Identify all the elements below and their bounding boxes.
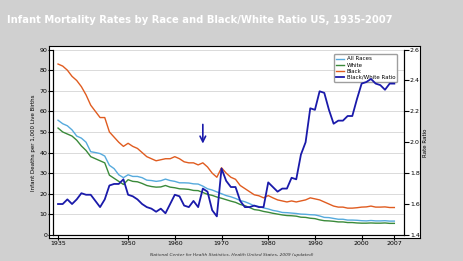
White	[391, 222, 396, 225]
White	[167, 186, 173, 189]
All Races	[335, 218, 340, 221]
Y-axis label: Infant Deaths per 1,000 Live Births: Infant Deaths per 1,000 Live Births	[31, 94, 37, 191]
Legend: All Races, White, Black, Black/White Ratio: All Races, White, Black, Black/White Rat…	[333, 54, 396, 82]
All Races	[386, 220, 392, 223]
Black	[363, 205, 368, 209]
Black	[55, 62, 61, 66]
White	[55, 127, 61, 130]
White	[344, 221, 350, 224]
Text: Infant Mortality Rates by Race and Black/White Ratio US, 1935-2007: Infant Mortality Rates by Race and Black…	[7, 15, 392, 25]
Black/White Ratio	[228, 186, 233, 189]
Black	[223, 171, 228, 175]
All Races	[130, 175, 135, 178]
All Races	[391, 220, 396, 223]
Line: Black: Black	[58, 64, 394, 208]
Black/White Ratio	[349, 114, 354, 117]
Line: All Races: All Races	[58, 120, 394, 221]
All Races	[344, 218, 350, 222]
Black	[130, 145, 135, 148]
All Races	[223, 194, 228, 197]
Black	[335, 206, 340, 209]
White	[386, 222, 392, 225]
White	[335, 220, 340, 223]
Line: Black/White Ratio: Black/White Ratio	[58, 79, 394, 216]
Black/White Ratio	[339, 119, 345, 122]
All Races	[55, 119, 61, 122]
Y-axis label: Rate Ratio: Rate Ratio	[422, 128, 427, 157]
Black/White Ratio	[363, 80, 368, 84]
White	[358, 222, 363, 225]
Text: National Center for Health Statistics, Health United States, 2009 (updated): National Center for Health Statistics, H…	[150, 253, 313, 257]
Line: White: White	[58, 128, 394, 223]
Black/White Ratio	[167, 203, 173, 206]
Black	[349, 206, 354, 210]
Black	[167, 157, 173, 160]
Black/White Ratio	[391, 82, 396, 85]
All Races	[358, 219, 363, 222]
All Races	[167, 179, 173, 182]
White	[130, 180, 135, 183]
Black	[391, 206, 396, 209]
Black/White Ratio	[368, 77, 373, 80]
White	[223, 198, 228, 201]
Black/White Ratio	[213, 215, 219, 218]
Black/White Ratio	[55, 203, 61, 206]
Black/White Ratio	[130, 195, 135, 198]
Black	[344, 206, 350, 210]
